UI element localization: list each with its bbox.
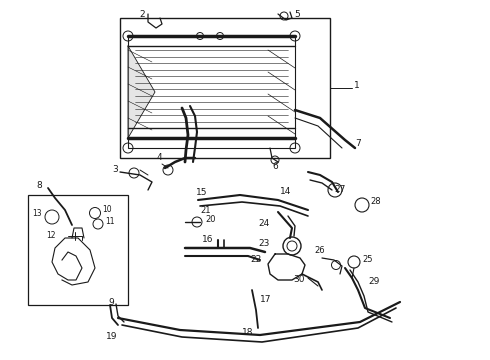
Text: 2: 2 (139, 10, 145, 19)
Text: 19: 19 (106, 332, 118, 341)
Text: 14: 14 (280, 187, 292, 196)
Text: 5: 5 (294, 10, 300, 19)
Text: 7: 7 (355, 139, 361, 148)
Text: 1: 1 (354, 81, 360, 90)
Bar (128, 36, 295, 148)
Text: 20: 20 (205, 216, 216, 225)
Text: 28: 28 (370, 198, 381, 207)
Bar (120, 18, 330, 158)
Text: 29: 29 (368, 278, 379, 287)
Text: 25: 25 (362, 256, 372, 265)
Text: 12: 12 (47, 231, 56, 240)
Text: 27: 27 (334, 185, 345, 194)
Text: 8: 8 (36, 180, 42, 189)
Polygon shape (128, 46, 155, 138)
Text: 16: 16 (202, 235, 214, 244)
Text: 26: 26 (315, 246, 325, 255)
Text: 24: 24 (259, 220, 270, 229)
Text: 23: 23 (259, 239, 270, 248)
Text: 11: 11 (105, 217, 115, 226)
Text: 13: 13 (32, 210, 42, 219)
Text: 3: 3 (112, 166, 118, 175)
Text: 30: 30 (294, 275, 305, 284)
Text: 18: 18 (242, 328, 254, 337)
Text: 4: 4 (156, 153, 162, 162)
Text: 10: 10 (102, 206, 112, 215)
Bar (28, 195, 128, 305)
Text: 6: 6 (272, 162, 278, 171)
Text: 9: 9 (108, 298, 114, 307)
Text: 15: 15 (196, 188, 207, 197)
Text: 17: 17 (260, 296, 271, 305)
Text: 21: 21 (200, 206, 211, 215)
Text: 22: 22 (251, 256, 262, 265)
